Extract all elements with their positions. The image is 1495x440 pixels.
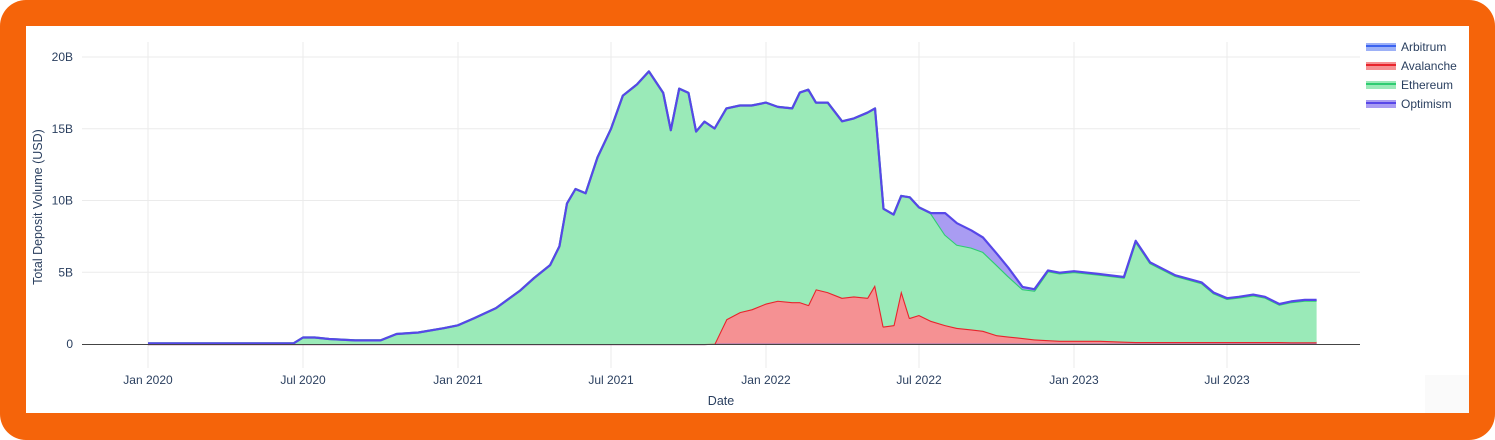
y-tick-label: 0 [66,337,73,351]
legend-label: Optimism [1401,97,1452,111]
x-tick-label: Jan 2021 [433,373,483,387]
x-axis-title: Date [708,394,734,408]
legend-label: Arbitrum [1401,40,1446,54]
x-tick-label: Jul 2022 [896,373,942,387]
x-tick-label: Jan 2023 [1049,373,1099,387]
y-axis-title: Total Deposit Volume (USD) [31,129,45,285]
x-tick-label: Jan 2020 [123,373,173,387]
stacked-area-chart[interactable]: 0 5B 10B 15B 20B Jan 2020 Jul 2020 Jan 2021 Jul… [26,26,1469,413]
avalanche-area-fill [148,284,1317,344]
y-tick-label: 10B [52,194,73,208]
modebar-placeholder [1425,375,1469,413]
x-tick-label: Jan 2022 [741,373,791,387]
y-tick-label: 20B [52,50,73,64]
legend-item-avalanche[interactable]: Avalanche [1366,59,1457,73]
optimism-line [148,70,1317,345]
y-tick-label: 15B [52,122,73,136]
series-ethereum[interactable] [148,70,1317,345]
legend-label: Ethereum [1401,78,1453,92]
legend-item-ethereum[interactable]: Ethereum [1366,78,1453,92]
x-tick-label: Jul 2020 [280,373,326,387]
legend-item-optimism[interactable]: Optimism [1366,97,1452,111]
series-optimism[interactable] [148,70,1317,345]
y-tick-label: 5B [58,265,73,279]
chart-panel: 0 5B 10B 15B 20B Jan 2020 Jul 2020 Jan 2021 Jul… [26,26,1469,413]
x-axis-ticks: Jan 2020 Jul 2020 Jan 2021 Jul 2021 Jan 2022… [123,373,1250,387]
legend-label: Avalanche [1401,59,1457,73]
legend[interactable]: Arbitrum Avalanche Ethereum Optimism [1366,40,1457,111]
ethereum-area-fill [148,71,1317,345]
y-axis-ticks: 0 5B 10B 15B 20B [52,50,74,351]
x-tick-label: Jul 2023 [1204,373,1250,387]
x-tick-label: Jul 2021 [588,373,634,387]
legend-item-arbitrum[interactable]: Arbitrum [1366,40,1446,54]
series-areas[interactable] [148,70,1317,346]
